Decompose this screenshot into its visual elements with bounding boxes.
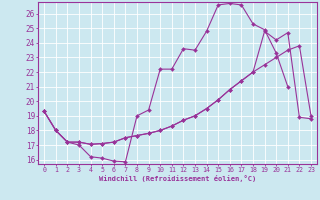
X-axis label: Windchill (Refroidissement éolien,°C): Windchill (Refroidissement éolien,°C) [99,175,256,182]
